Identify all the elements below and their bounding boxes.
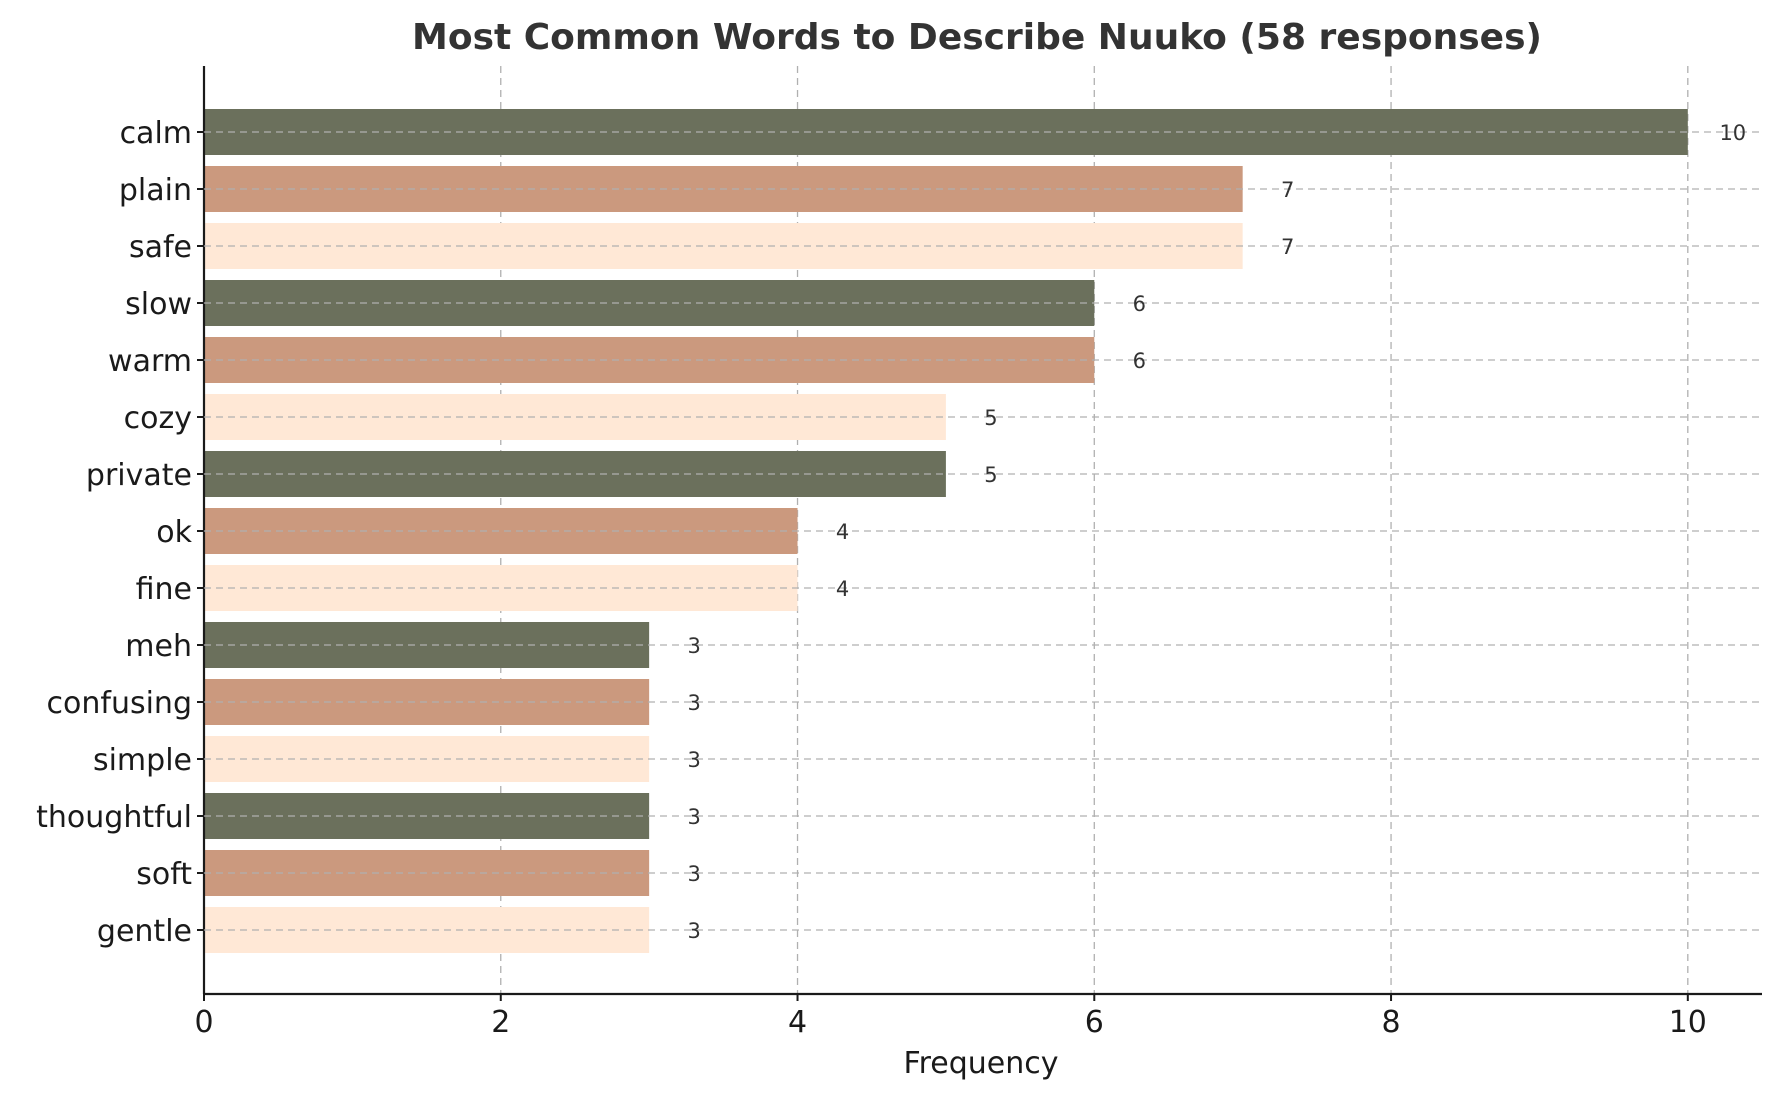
value-label-meh: 3	[687, 634, 700, 658]
value-label-private: 5	[984, 463, 997, 487]
value-label-gentle: 3	[687, 919, 700, 943]
axis-layer: 0 2 4 6 8 10	[194, 66, 1762, 1040]
category-label-thoughtful: thoughtful	[36, 800, 192, 835]
value-label-warm: 6	[1133, 349, 1146, 373]
category-label-safe: safe	[129, 230, 192, 265]
value-label-calm: 10	[1719, 121, 1746, 145]
x-tick-label: 2	[491, 1005, 510, 1040]
value-label-fine: 4	[836, 577, 849, 601]
category-label-calm: calm	[120, 116, 192, 151]
x-tick-label: 0	[194, 1005, 213, 1040]
category-label-ok: ok	[156, 515, 192, 550]
value-label-safe: 7	[1281, 235, 1294, 259]
category-label-private: private	[86, 458, 192, 493]
category-label-cozy: cozy	[124, 401, 192, 436]
value-label-cozy: 5	[984, 406, 997, 430]
value-label-confusing: 3	[687, 691, 700, 715]
category-label-confusing: confusing	[47, 686, 192, 721]
category-label-soft: soft	[136, 857, 192, 892]
x-axis-label: Frequency	[904, 1046, 1059, 1081]
value-label-plain: 7	[1281, 178, 1294, 202]
x-tick-label: 4	[788, 1005, 807, 1040]
category-label-gentle: gentle	[97, 914, 192, 949]
x-tick-label: 10	[1669, 1005, 1707, 1040]
value-label-simple: 3	[687, 748, 700, 772]
category-label-warm: warm	[108, 344, 192, 379]
category-label-simple: simple	[93, 743, 192, 778]
x-tick-label: 8	[1382, 1005, 1401, 1040]
chart-title: Most Common Words to Describe Nuuko (58 …	[412, 17, 1542, 58]
category-label-fine: fine	[136, 572, 192, 607]
value-label-ok: 4	[836, 520, 849, 544]
labels-layer: calm plain safe slow warm cozy private ok fine me…	[36, 116, 1762, 949]
value-label-thoughtful: 3	[687, 805, 700, 829]
x-tick-label: 6	[1085, 1005, 1104, 1040]
category-label-plain: plain	[119, 173, 192, 208]
value-label-slow: 6	[1133, 292, 1146, 316]
category-label-meh: meh	[125, 629, 192, 664]
category-label-slow: slow	[125, 287, 192, 322]
value-label-soft: 3	[687, 862, 700, 886]
